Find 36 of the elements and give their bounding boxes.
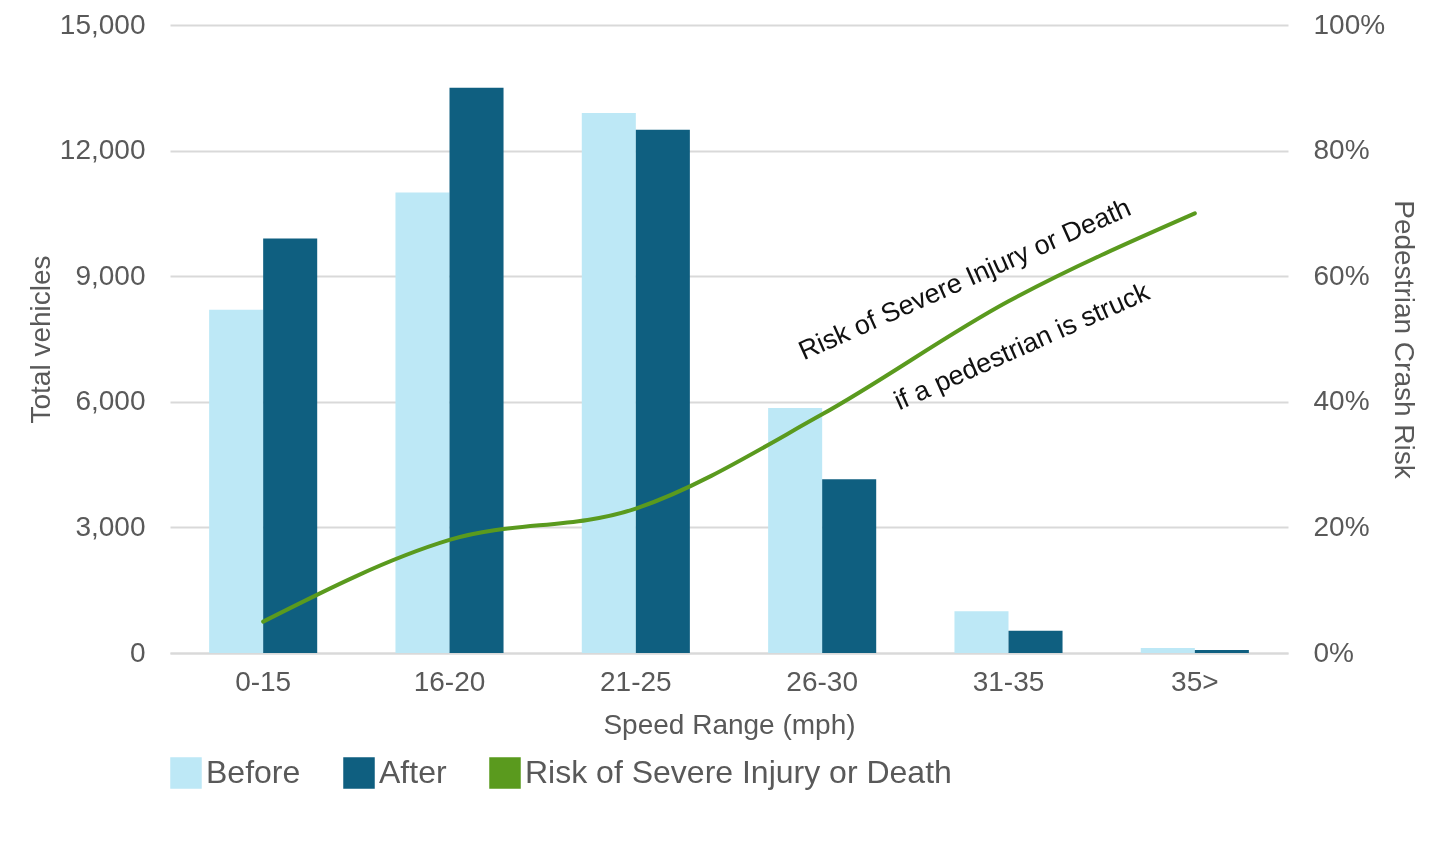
bar	[954, 611, 1009, 653]
bar	[1008, 630, 1063, 653]
bar	[209, 309, 264, 653]
legend-label: Risk of Severe Injury or Death	[525, 754, 952, 790]
y2-tick-label: 60%	[1313, 259, 1370, 291]
y2-tick-label: 20%	[1313, 510, 1370, 542]
y-tick-label: 3,000	[75, 510, 146, 542]
y2-axis-title: Pedestrian Crash Risk	[1389, 200, 1421, 480]
legend-label: After	[379, 754, 447, 790]
x-tick-label: 35>	[1171, 665, 1219, 697]
y-tick-label: 6,000	[75, 385, 146, 417]
y2-tick-label: 80%	[1313, 134, 1370, 166]
bar	[395, 192, 450, 653]
y-tick-label: 0	[129, 636, 146, 668]
y-axis-title: Total vehicles	[24, 255, 56, 424]
bar	[822, 479, 877, 653]
x-tick-label: 26-30	[786, 665, 858, 697]
legend-label: Before	[206, 754, 301, 790]
y-tick-label: 12,000	[59, 134, 146, 166]
x-tick-label: 21-25	[600, 665, 672, 697]
y2-tick-label: 0%	[1313, 636, 1354, 668]
bar	[449, 87, 504, 653]
y2-tick-label: 40%	[1313, 385, 1370, 417]
x-tick-label: 16-20	[413, 665, 486, 697]
y-tick-label: 9,000	[75, 259, 146, 291]
y2-tick-label: 100%	[1313, 8, 1386, 40]
bar	[635, 129, 690, 653]
y-tick-label: 15,000	[59, 8, 146, 40]
bar	[1140, 647, 1195, 653]
bar	[581, 112, 636, 653]
x-tick-label: 0-15	[235, 665, 292, 697]
bar	[1194, 650, 1249, 653]
x-tick-label: 31-35	[972, 665, 1045, 697]
x-axis-title: Speed Range (mph)	[603, 708, 856, 740]
bar	[263, 238, 318, 653]
bar	[768, 408, 823, 653]
